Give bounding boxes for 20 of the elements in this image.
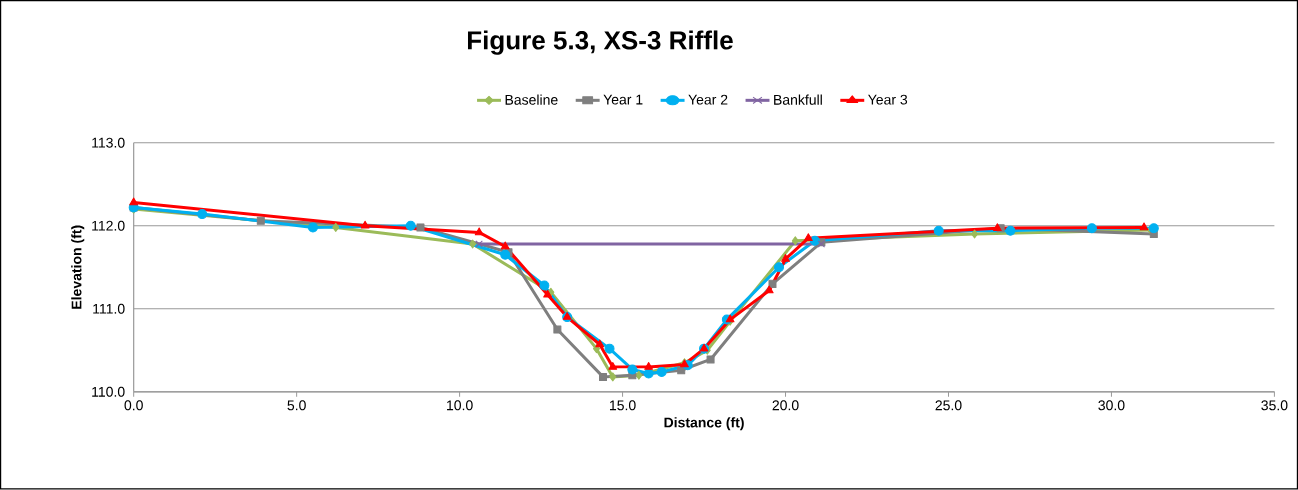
x-tick-label: 30.0 — [1098, 400, 1125, 411]
legend-label: Year 2 — [688, 94, 728, 105]
x-tick-label: 35.0 — [1261, 400, 1288, 411]
x-tick-label: 25.0 — [935, 400, 962, 411]
y-tick-label: 112.0 — [92, 221, 125, 231]
y-tick-label: 110.0 — [92, 387, 125, 398]
legend-label: Baseline — [505, 94, 558, 106]
chart-title: Figure 5.3, XS-3 Riffle — [467, 30, 733, 56]
y-tick-label: 111.0 — [93, 304, 125, 314]
legend-label: Year 3 — [868, 94, 908, 105]
x-tick-label: 20.0 — [772, 400, 799, 411]
x-axis-title: Distance (ft) — [664, 417, 744, 431]
x-tick-label: 15.0 — [610, 400, 636, 411]
x-tick-label: 10.0 — [447, 400, 473, 411]
x-tick-label: 0.0 — [124, 400, 143, 411]
legend-label: Year 1 — [603, 95, 643, 105]
y-axis-title: Elevation (ft) — [71, 225, 85, 309]
legend-label: Bankfull — [774, 94, 822, 106]
x-tick-label: 5.0 — [287, 400, 306, 411]
y-tick-label: 113.0 — [92, 137, 125, 148]
